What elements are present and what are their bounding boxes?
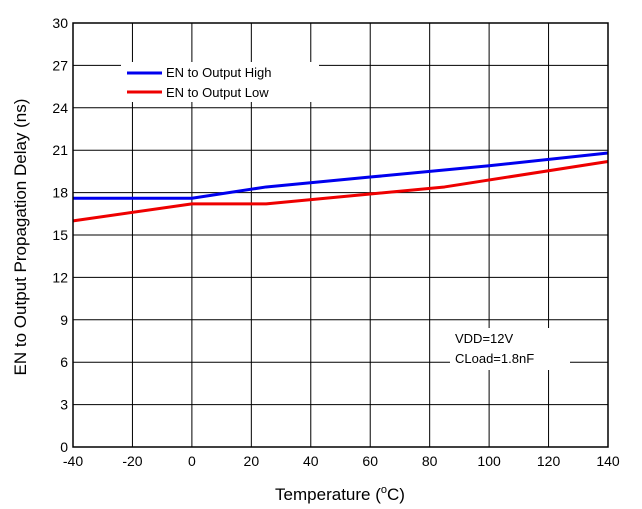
x-tick-label: 100 bbox=[477, 453, 501, 469]
x-tick-labels: -40 -20 0 20 40 60 80 100 120 140 bbox=[63, 453, 620, 469]
x-tick-label: 140 bbox=[596, 453, 620, 469]
x-tick-label: 40 bbox=[303, 453, 319, 469]
x-axis-label-text: Temperature ( bbox=[275, 485, 381, 504]
annotation-vdd: VDD=12V bbox=[455, 331, 513, 346]
series-line-output-high bbox=[73, 151, 609, 200]
test-conditions-annotation: VDD=12V CLoad=1.8nF bbox=[450, 328, 570, 370]
x-tick-label: -40 bbox=[63, 453, 83, 469]
y-tick-label: 21 bbox=[52, 142, 68, 158]
x-tick-label: 0 bbox=[188, 453, 196, 469]
annotation-box bbox=[450, 328, 570, 370]
legend-label-low: EN to Output Low bbox=[166, 85, 269, 100]
x-tick-label: 60 bbox=[362, 453, 378, 469]
y-tick-label: 12 bbox=[52, 269, 68, 285]
x-tick-label: -20 bbox=[122, 453, 142, 469]
legend: EN to Output High EN to Output Low bbox=[121, 62, 319, 102]
x-tick-label: 120 bbox=[537, 453, 561, 469]
series-lines bbox=[72, 151, 609, 223]
y-axis-label: EN to Output Propagation Delay (ns) bbox=[11, 99, 30, 376]
y-tick-label: 3 bbox=[60, 397, 68, 413]
y-tick-label: 24 bbox=[52, 100, 68, 116]
x-axis-label-degree: o bbox=[381, 484, 387, 496]
x-tick-label: 20 bbox=[244, 453, 260, 469]
plot-frame bbox=[72, 22, 609, 448]
y-tick-label: 27 bbox=[52, 57, 68, 73]
series-line-output-low bbox=[72, 160, 609, 223]
x-tick-label: 80 bbox=[422, 453, 438, 469]
y-tick-label: 15 bbox=[52, 227, 68, 243]
y-tick-label: 18 bbox=[52, 185, 68, 201]
x-axis-label: Temperature (oC) bbox=[275, 484, 405, 504]
y-tick-label: 9 bbox=[60, 312, 68, 328]
y-tick-labels: 0 3 6 9 12 15 18 21 24 27 30 bbox=[52, 15, 68, 455]
annotation-cload: CLoad=1.8nF bbox=[455, 351, 534, 366]
y-tick-label: 30 bbox=[52, 15, 68, 31]
legend-box bbox=[121, 62, 319, 102]
y-tick-label: 6 bbox=[60, 354, 68, 370]
legend-label-high: EN to Output High bbox=[166, 65, 272, 80]
x-axis-label-unit: C) bbox=[387, 485, 405, 504]
y-tick-label: 0 bbox=[60, 439, 68, 455]
